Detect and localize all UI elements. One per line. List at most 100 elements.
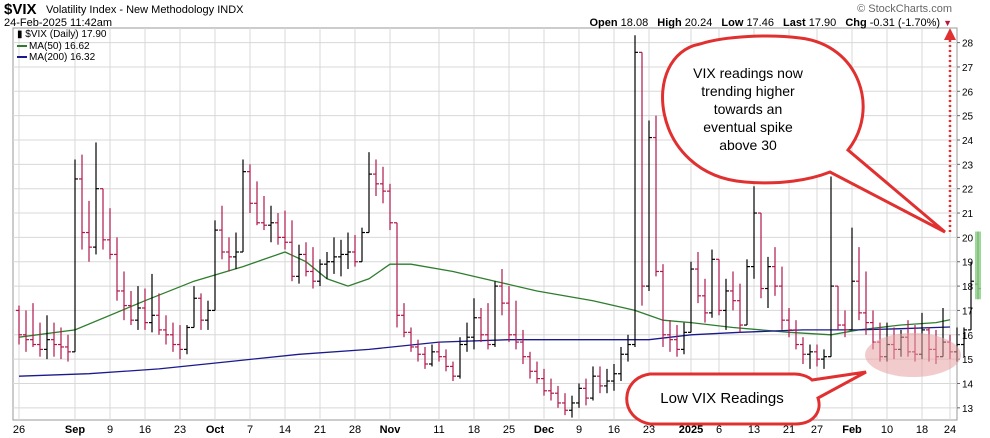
open-value: 18.08 (620, 17, 649, 29)
ohlc-bar (779, 266, 785, 330)
x-tick-label: 28 (349, 424, 361, 436)
ohlc-bar (562, 393, 568, 416)
ohlc-bar (737, 283, 743, 333)
y-tick-label: 17 (962, 306, 974, 317)
x-tick-label: 26 (13, 424, 25, 436)
ohlc-bar (849, 227, 855, 331)
ohlc-bar (653, 115, 659, 277)
ohlc-bar (695, 252, 701, 304)
ohlc-bar (135, 286, 141, 330)
ohlc-bar (352, 234, 358, 267)
top-callout-line-2: trending higher (701, 83, 795, 99)
ohlc-bar (863, 271, 869, 335)
ohlc-bar (170, 322, 176, 352)
y-tick-label: 24 (962, 136, 974, 147)
ohlc-bar (646, 120, 652, 291)
ohlc-bar (450, 361, 456, 382)
ohlc-bar (58, 327, 64, 360)
ohlc-bar (968, 261, 974, 331)
y-axis: 13 14 15 16 17 18 19 20 21 22 23 24 25 26 27 28 (957, 39, 974, 415)
ohlc-bar (247, 164, 253, 214)
last-label: Last (783, 17, 806, 29)
ohlc-bar (219, 205, 225, 260)
ohlc-bar (282, 210, 288, 250)
legend-price-text: $VIX (Daily) 17.90 (25, 29, 107, 40)
ohlc-bar (296, 244, 302, 284)
x-tick-label: 25 (503, 424, 515, 436)
ohlc-bar (149, 273, 155, 333)
x-tick-label: Feb (842, 424, 862, 436)
brand-watermark: © StockCharts.com (857, 3, 952, 15)
x-tick-label: 23 (174, 424, 186, 436)
y-tick-label: 23 (962, 160, 974, 171)
ohlc-bar (436, 342, 442, 362)
x-tick-label: Nov (380, 424, 402, 436)
x-tick-label: 16 (139, 424, 151, 436)
ohlc-bar (205, 300, 211, 330)
y-tick-label: 27 (962, 63, 974, 74)
ohlc-bar (604, 368, 610, 394)
ohlc-bar (366, 152, 372, 234)
x-tick-label: 24 (944, 424, 956, 436)
ohlc-bar (373, 159, 379, 196)
ohlc-bar (660, 264, 666, 347)
top-callout-line-4: eventual spike (703, 119, 793, 135)
y-tick-label: 18 (962, 282, 974, 293)
ohlc-bar (331, 237, 337, 274)
ohlc-bar (534, 361, 540, 384)
quote-line: Open 18.08 High 20.24 Low 17.46 Last 17.… (589, 17, 952, 29)
ohlc-bar (261, 196, 267, 231)
x-tick-label: 18 (916, 424, 928, 436)
x-tick-label: Dec (534, 424, 554, 436)
ohlc-bar (639, 51, 645, 306)
ohlc-bar (751, 186, 757, 279)
ohlc-bar (828, 176, 834, 358)
ohlc-bar (303, 242, 309, 277)
ohlc-bar (387, 183, 393, 231)
ohlc-bar (499, 269, 505, 316)
ma50-swatch (17, 45, 27, 48)
x-tick-label: 14 (279, 424, 291, 436)
x-tick-label: 16 (608, 424, 620, 436)
ohlc-bar (359, 227, 365, 263)
ohlc-bar (51, 322, 57, 357)
ma200-swatch (17, 56, 27, 59)
ohlc-bar (79, 154, 85, 250)
ohlc-bar (72, 159, 78, 353)
ohlc-bar (597, 366, 603, 394)
x-tick-label: 10 (881, 424, 893, 436)
ohlc-bar (618, 346, 624, 382)
ohlc-bar (506, 286, 512, 343)
x-tick-label: 23 (643, 424, 655, 436)
y-tick-label: 13 (962, 404, 974, 415)
symbol-description: Volatility Index - New Methodology INDX (46, 4, 244, 16)
ohlc-bar (100, 188, 106, 250)
legend-ma50: MA(50) 16.62 (17, 41, 90, 52)
legend-ma50-text: MA(50) 16.62 (29, 41, 90, 52)
legend-ma200-text: MA(200) 16.32 (29, 52, 96, 63)
ohlc-bar (961, 327, 967, 357)
ohlc-bar (688, 261, 694, 333)
ohlc-bar (807, 344, 813, 369)
ohlc-bar (786, 308, 792, 338)
ohlc-bar (478, 308, 484, 343)
ohlc-bar (667, 320, 673, 352)
x-tick-label: Sep (65, 424, 85, 436)
ohlc-bar (394, 222, 400, 328)
ohlc-bar (772, 247, 778, 296)
ohlc-bar (289, 220, 295, 282)
ohlc-bar (310, 247, 316, 289)
ohlc-bar (821, 349, 827, 369)
ohlc-bar (191, 286, 197, 329)
price-legend-icon: ▮ (17, 29, 23, 40)
x-tick-label: 9 (107, 424, 113, 436)
x-tick-label: 9 (576, 424, 582, 436)
ohlc-bar (492, 281, 498, 347)
description-text: Volatility Index - New Methodology (46, 4, 215, 16)
bottom-callout-text: Low VIX Readings (660, 390, 783, 407)
x-tick-label: 6 (716, 424, 722, 436)
y-tick-label: 16 (962, 331, 974, 342)
ohlc-bar (121, 271, 127, 321)
chg-value: -0.31 (-1.70%) (869, 17, 941, 29)
